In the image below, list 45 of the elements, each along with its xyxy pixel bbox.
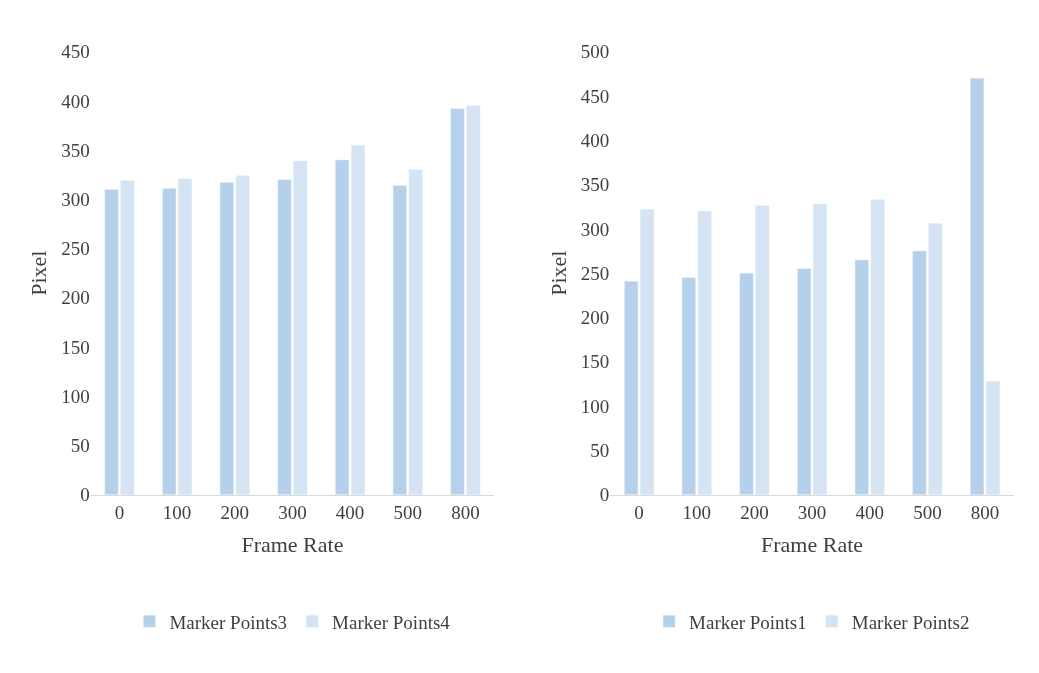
y-tick-label: 0 — [599, 484, 610, 506]
y-tick-label: 350 — [61, 139, 90, 161]
legend-label: Marker Points4 — [332, 611, 451, 633]
x-tick-label: 300 — [797, 501, 827, 523]
x-tick-label: 300 — [278, 501, 307, 523]
y-tick-label: 300 — [580, 218, 610, 240]
y-tick-label: 250 — [580, 262, 610, 284]
y-axis-title: Pixel — [545, 250, 571, 296]
x-tick-label: 100 — [682, 501, 712, 523]
y-tick-label: 400 — [61, 90, 90, 112]
bar — [970, 77, 985, 495]
x-tick-label: 0 — [114, 501, 125, 523]
x-axis-title: Frame Rate — [761, 532, 864, 558]
y-tick-label: 250 — [61, 238, 90, 260]
x-tick-label: 100 — [162, 501, 192, 523]
legend-label: Marker Points3 — [169, 611, 288, 633]
x-tick-label: 200 — [740, 501, 769, 523]
y-tick-label: 200 — [61, 287, 90, 309]
y-tick-label: 150 — [580, 351, 610, 373]
y-tick-label: 500 — [580, 41, 610, 63]
y-tick-label: 0 — [80, 484, 90, 506]
y-tick-label: 50 — [70, 435, 90, 457]
y-axis-title: Pixel — [25, 250, 51, 296]
x-tick-label: 500 — [393, 501, 422, 523]
bar — [985, 381, 1000, 495]
y-tick-label: 100 — [61, 385, 90, 407]
y-tick-label: 100 — [580, 395, 610, 417]
x-tick-label: 400 — [335, 501, 365, 523]
x-tick-label: 800 — [970, 501, 1000, 523]
legend-label: Marker Points2 — [851, 611, 970, 633]
y-tick-label: 150 — [61, 336, 90, 358]
y-tick-label: 50 — [590, 440, 610, 462]
y-tick-label: 450 — [61, 41, 90, 63]
legend-label: Marker Points1 — [689, 611, 807, 633]
x-tick-label: 800 — [451, 501, 480, 523]
y-tick-label: 450 — [580, 85, 610, 107]
x-axis-title: Frame Rate — [241, 532, 344, 558]
y-tick-label: 400 — [580, 129, 610, 151]
x-tick-label: 0 — [634, 501, 644, 523]
y-tick-label: 350 — [580, 174, 610, 196]
x-tick-label: 200 — [220, 501, 250, 523]
y-tick-label: 200 — [580, 307, 610, 329]
x-tick-label: 400 — [855, 501, 884, 523]
x-tick-label: 500 — [913, 501, 942, 523]
y-tick-label: 300 — [61, 189, 90, 210]
